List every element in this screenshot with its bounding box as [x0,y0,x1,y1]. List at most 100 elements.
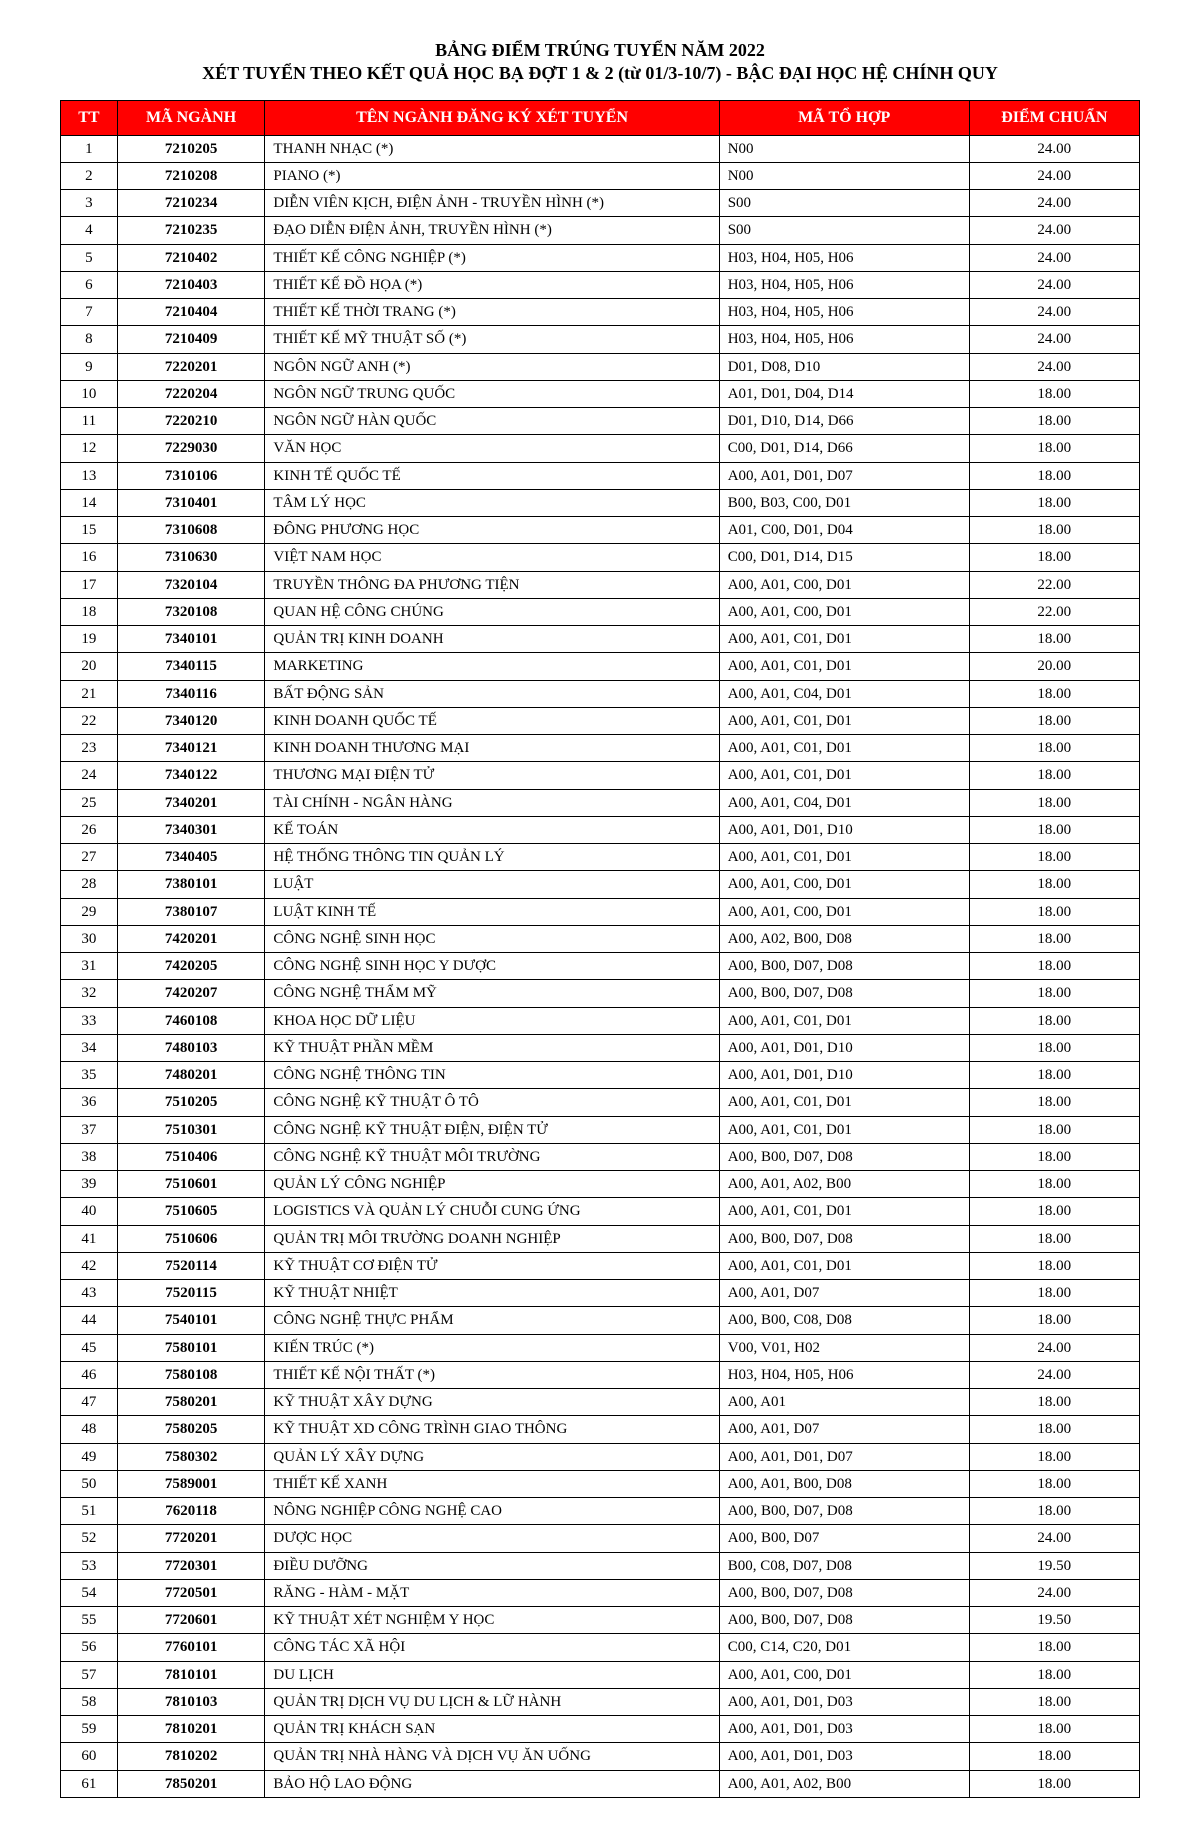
cell-code: 7320104 [117,571,265,598]
cell-name: KINH TẾ QUỐC TẾ [265,462,719,489]
cell-combo: H03, H04, H05, H06 [719,326,969,353]
cell-score: 18.00 [969,1116,1139,1143]
cell-code: 7340301 [117,816,265,843]
table-row: 617850201BẢO HỘ LAO ĐỘNGA00, A01, A02, B… [61,1770,1140,1797]
cell-tt: 53 [61,1552,118,1579]
table-row: 117220210NGÔN NGỮ HÀN QUỐCD01, D10, D14,… [61,408,1140,435]
cell-combo: A00, A01, C00, D01 [719,1661,969,1688]
cell-tt: 39 [61,1171,118,1198]
table-row: 377510301CÔNG NGHỆ KỸ THUẬT ĐIỆN, ĐIỆN T… [61,1116,1140,1143]
table-row: 87210409THIẾT KẾ MỸ THUẬT SỐ (*)H03, H04… [61,326,1140,353]
cell-tt: 8 [61,326,118,353]
cell-score: 18.00 [969,626,1139,653]
cell-code: 7480103 [117,1034,265,1061]
cell-code: 7810103 [117,1688,265,1715]
table-row: 327420207CÔNG NGHỆ THẨM MỸA00, B00, D07,… [61,980,1140,1007]
col-header-tt: TT [61,101,118,136]
cell-name: KINH DOANH THƯƠNG MẠI [265,735,719,762]
cell-combo: C00, D01, D14, D66 [719,435,969,462]
cell-combo: A00, B00, D07, D08 [719,1225,969,1252]
cell-code: 7589001 [117,1470,265,1497]
table-row: 367510205CÔNG NGHỆ KỸ THUẬT Ô TÔA00, A01… [61,1089,1140,1116]
cell-score: 18.00 [969,789,1139,816]
cell-combo: A00, B00, D07, D08 [719,1143,969,1170]
cell-score: 18.00 [969,871,1139,898]
cell-name: THIẾT KẾ MỸ THUẬT SỐ (*) [265,326,719,353]
table-row: 467580108THIẾT KẾ NỘI THẤT (*)H03, H04, … [61,1361,1140,1388]
cell-tt: 31 [61,953,118,980]
cell-combo: A00, A01, C00, D01 [719,898,969,925]
table-row: 317420205CÔNG NGHỆ SINH HỌC Y DƯỢCA00, B… [61,953,1140,980]
cell-score: 22.00 [969,571,1139,598]
table-row: 547720501RĂNG - HÀM - MẶTA00, B00, D07, … [61,1579,1140,1606]
table-row: 207340115MARKETINGA00, A01, C01, D0120.0… [61,653,1140,680]
cell-code: 7720301 [117,1552,265,1579]
cell-name: CÔNG NGHỆ KỸ THUẬT ĐIỆN, ĐIỆN TỬ [265,1116,719,1143]
cell-name: TÂM LÝ HỌC [265,489,719,516]
cell-combo: A00, A01, C01, D01 [719,707,969,734]
table-row: 217340116BẤT ĐỘNG SẢNA00, A01, C04, D011… [61,680,1140,707]
cell-tt: 37 [61,1116,118,1143]
cell-tt: 57 [61,1661,118,1688]
table-row: 257340201TÀI CHÍNH - NGÂN HÀNGA00, A01, … [61,789,1140,816]
cell-tt: 40 [61,1198,118,1225]
cell-code: 7520114 [117,1252,265,1279]
table-row: 477580201KỸ THUẬT XÂY DỰNGA00, A0118.00 [61,1389,1140,1416]
cell-name: QUẢN TRỊ KHÁCH SẠN [265,1716,719,1743]
cell-combo: D01, D10, D14, D66 [719,408,969,435]
cell-combo: H03, H04, H05, H06 [719,1361,969,1388]
table-row: 27210208PIANO (*)N0024.00 [61,162,1140,189]
cell-tt: 16 [61,544,118,571]
cell-name: QUẢN TRỊ DỊCH VỤ DU LỊCH & LỮ HÀNH [265,1688,719,1715]
cell-name: CÔNG NGHỆ SINH HỌC Y DƯỢC [265,953,719,980]
cell-name: KỸ THUẬT XD CÔNG TRÌNH GIAO THÔNG [265,1416,719,1443]
cell-name: THANH NHẠC (*) [265,135,719,162]
cell-score: 18.00 [969,1143,1139,1170]
cell-code: 7850201 [117,1770,265,1797]
cell-score: 18.00 [969,1716,1139,1743]
cell-score: 24.00 [969,326,1139,353]
cell-combo: A00, B00, D07, D08 [719,980,969,1007]
table-row: 427520114KỸ THUẬT CƠ ĐIỆN TỬA00, A01, C0… [61,1252,1140,1279]
table-row: 517620118NÔNG NGHIỆP CÔNG NGHỆ CAOA00, B… [61,1498,1140,1525]
cell-tt: 30 [61,925,118,952]
cell-combo: A00, A01, C00, D01 [719,598,969,625]
cell-score: 18.00 [969,953,1139,980]
cell-tt: 55 [61,1607,118,1634]
cell-tt: 18 [61,598,118,625]
cell-tt: 10 [61,380,118,407]
cell-combo: A00, A01, C01, D01 [719,1116,969,1143]
cell-code: 7380107 [117,898,265,925]
table-row: 97220201NGÔN NGỮ ANH (*)D01, D08, D1024.… [61,353,1140,380]
table-row: 267340301KẾ TOÁNA00, A01, D01, D1018.00 [61,816,1140,843]
cell-tt: 11 [61,408,118,435]
cell-name: THIẾT KẾ NỘI THẤT (*) [265,1361,719,1388]
table-row: 277340405HỆ THỐNG THÔNG TIN QUẢN LÝA00, … [61,844,1140,871]
cell-name: NGÔN NGỮ HÀN QUỐC [265,408,719,435]
cell-combo: H03, H04, H05, H06 [719,244,969,271]
cell-code: 7420201 [117,925,265,952]
cell-score: 19.50 [969,1552,1139,1579]
cell-code: 7310608 [117,517,265,544]
cell-name: KỸ THUẬT PHẦN MỀM [265,1034,719,1061]
cell-score: 18.00 [969,1062,1139,1089]
cell-score: 24.00 [969,135,1139,162]
cell-code: 7380101 [117,871,265,898]
col-header-name: TÊN NGÀNH ĐĂNG KÝ XÉT TUYỂN [265,101,719,136]
cell-score: 18.00 [969,517,1139,544]
cell-combo: H03, H04, H05, H06 [719,299,969,326]
cell-tt: 32 [61,980,118,1007]
cell-score: 24.00 [969,299,1139,326]
cell-score: 24.00 [969,1334,1139,1361]
cell-combo: A00, A01, D01, D03 [719,1743,969,1770]
table-row: 397510601QUẢN LÝ CÔNG NGHIỆPA00, A01, A0… [61,1171,1140,1198]
cell-score: 18.00 [969,844,1139,871]
cell-name: THIẾT KẾ CÔNG NGHIỆP (*) [265,244,719,271]
cell-name: QUẢN TRỊ NHÀ HÀNG VÀ DỊCH VỤ ĂN UỐNG [265,1743,719,1770]
cell-combo: A00, A01, D01, D07 [719,1443,969,1470]
cell-tt: 2 [61,162,118,189]
cell-combo: A00, A01, D01, D03 [719,1688,969,1715]
cell-tt: 4 [61,217,118,244]
cell-tt: 36 [61,1089,118,1116]
table-row: 147310401TÂM LÝ HỌCB00, B03, C00, D0118.… [61,489,1140,516]
